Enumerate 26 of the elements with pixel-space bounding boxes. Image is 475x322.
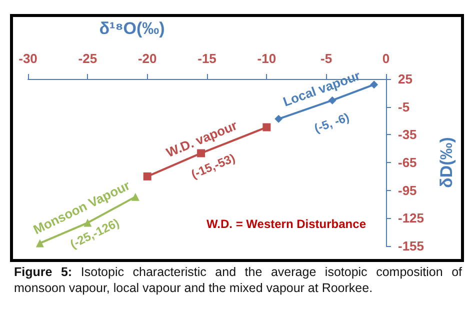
annotation: W.D. = Western Disturbance <box>206 217 366 231</box>
x-tick-label: -10 <box>257 51 276 66</box>
y-tick-label: 25 <box>398 72 412 86</box>
point <box>36 239 44 248</box>
y-tick-label: -65 <box>398 155 417 170</box>
x-tick-label: -20 <box>138 51 157 66</box>
x-tick-label: -15 <box>198 51 216 66</box>
x-tick-label: -30 <box>18 51 38 66</box>
annotation: (-5, -6) <box>312 110 352 136</box>
point <box>328 96 336 104</box>
y-tick-label: -155 <box>398 238 424 254</box>
y-tick-label: -125 <box>398 210 424 226</box>
point <box>274 114 283 123</box>
x-tick-label: 0 <box>382 51 390 66</box>
point <box>262 123 271 132</box>
y-axis-title: δD(‰) <box>437 137 456 188</box>
x-tick-label: -5 <box>320 51 332 66</box>
x-axis-title: δ¹⁸O(‰) <box>99 19 165 38</box>
caption: Figure 5: Isotopic characteristic and the average isotopic composition of monsoon vapour, local vapour and the mixed vapour at Roorkee. <box>14 264 462 296</box>
point <box>131 192 140 201</box>
point <box>143 172 152 180</box>
point <box>370 80 378 89</box>
y-tick-label: -95 <box>398 182 417 198</box>
y-tick-label: -35 <box>398 127 417 142</box>
x-tick-label: -25 <box>78 51 98 66</box>
y-tick-label: -5 <box>398 99 410 114</box>
